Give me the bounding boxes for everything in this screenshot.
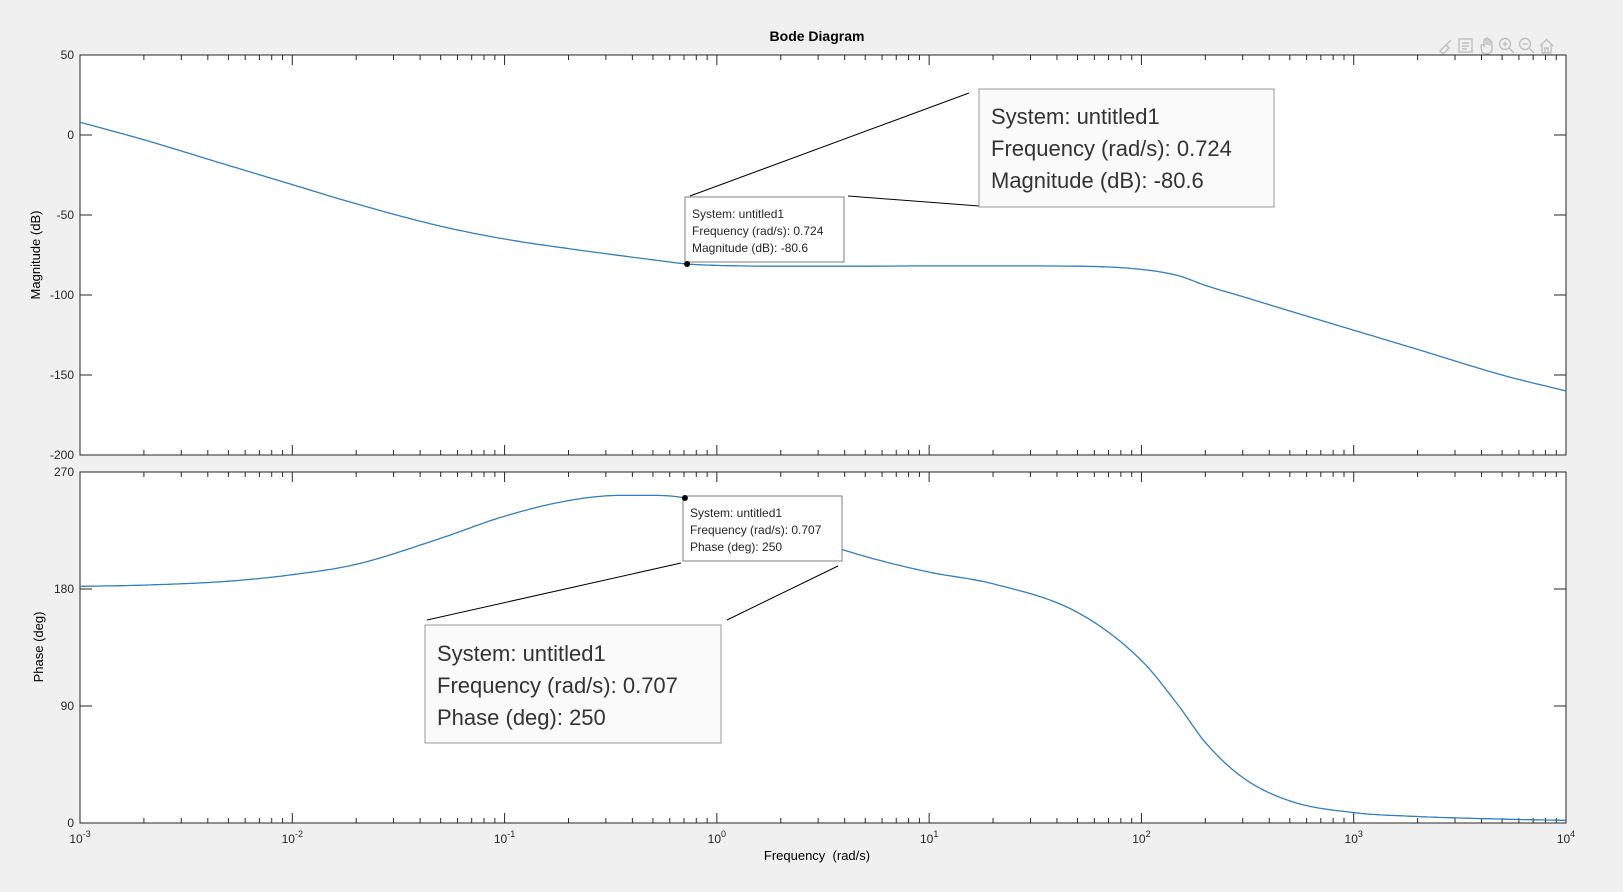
- magnitude-ytick-label: -150: [50, 368, 74, 382]
- magnitude-datatip[interactable]: System: untitled1 Frequency (rad/s): 0.7…: [684, 88, 1275, 267]
- magnitude-ytick-label: -50: [57, 208, 75, 222]
- zoom-out-icon[interactable]: [1518, 37, 1535, 54]
- pan-icon[interactable]: [1480, 37, 1493, 55]
- chart-title: Bode Diagram: [770, 28, 865, 44]
- brush-icon[interactable]: [1439, 39, 1452, 55]
- magnitude-datatip-value: Magnitude (dB): -80.6: [692, 241, 808, 255]
- x-tick-label: 10-1: [494, 829, 515, 846]
- magnitude-ylabel: Magnitude (dB): [28, 211, 43, 300]
- phase-ytick-label: 180: [54, 582, 74, 596]
- phase-datatip[interactable]: System: untitled1 Frequency (rad/s): 0.7…: [424, 495, 843, 744]
- frequency-xtick-labels: 10-3 10-2 10-1 100 101 102 103 104: [69, 829, 1575, 846]
- magnitude-datatip-system: System: untitled1: [692, 207, 784, 221]
- phase-tick-marks: [79, 471, 1567, 824]
- phase-ytick-labels: 270 180 90 0: [54, 465, 74, 830]
- phase-ytick-label: 270: [54, 465, 74, 479]
- phase-datatip-box: [682, 495, 843, 562]
- phase-datatip-system: System: untitled1: [690, 506, 782, 520]
- x-tick-label: 103: [1345, 829, 1363, 846]
- phase-datatip-magnified-frequency: Frequency (rad/s): 0.707: [437, 673, 678, 698]
- zoom-in-icon[interactable]: [1498, 37, 1515, 54]
- magnitude-datatip-magnified-system: System: untitled1: [991, 104, 1160, 129]
- magnitude-ytick-label: -200: [50, 448, 74, 462]
- magnitude-datatip-magnified-frequency: Frequency (rad/s): 0.724: [991, 136, 1232, 161]
- phase-datatip-leader: [426, 562, 839, 621]
- magnitude-datatip-magnified-box: [978, 88, 1275, 208]
- phase-ytick-label: 90: [61, 699, 75, 713]
- x-tick-label: 10-3: [69, 829, 90, 846]
- x-tick-label: 101: [920, 829, 938, 846]
- phase-ytick-label: 0: [67, 816, 74, 830]
- phase-datatip-value: Phase (deg): 250: [690, 540, 782, 554]
- magnitude-datatip-frequency: Frequency (rad/s): 0.724: [692, 224, 824, 238]
- x-tick-label: 104: [1557, 829, 1575, 846]
- frequency-xlabel: Frequency (rad/s): [764, 848, 870, 863]
- magnitude-datatip-leader: [689, 92, 980, 207]
- phase-ylabel: Phase (deg): [31, 612, 46, 683]
- magnitude-ytick-label: -100: [50, 288, 74, 302]
- axes-toolbar: [1439, 37, 1554, 55]
- magnitude-datatip-box: [684, 196, 845, 263]
- home-icon[interactable]: [1539, 38, 1554, 54]
- magnitude-ytick-labels: 50 0 -50 -100 -150 -200: [50, 48, 74, 462]
- phase-datatip-marker[interactable]: [681, 495, 688, 501]
- phase-datatip-magnified-system: System: untitled1: [437, 641, 606, 666]
- phase-datatip-magnified-value: Phase (deg): 250: [437, 705, 606, 730]
- magnitude-tick-marks: [79, 54, 1567, 456]
- x-tick-label: 100: [708, 829, 726, 846]
- x-tick-label: 10-2: [282, 829, 303, 846]
- phase-datatip-magnified-box: [424, 624, 722, 744]
- magnitude-ytick-label: 50: [61, 48, 75, 62]
- phase-datatip-frequency: Frequency (rad/s): 0.707: [690, 523, 822, 537]
- magnitude-ytick-label: 0: [67, 128, 74, 142]
- magnitude-datatip-marker[interactable]: [684, 261, 691, 267]
- magnitude-datatip-magnified-value: Magnitude (dB): -80.6: [991, 168, 1204, 193]
- magnitude-series-line[interactable]: [79, 121, 1567, 392]
- x-tick-label: 102: [1132, 829, 1150, 846]
- datatip-icon[interactable]: [1458, 38, 1473, 53]
